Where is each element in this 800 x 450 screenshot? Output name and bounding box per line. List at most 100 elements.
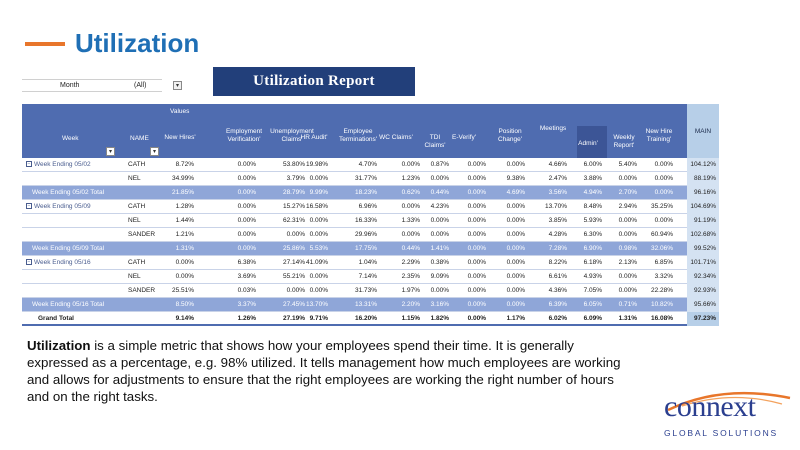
- title-accent-bar: [25, 42, 65, 46]
- value-cell: 9.71%: [309, 315, 328, 322]
- filter-dropdown-icon[interactable]: ▾: [173, 81, 182, 90]
- table-row: − Week Ending 05/16 CATH 0.00% 6.38% 27.14% 41…: [22, 256, 719, 270]
- value-cell: 32.06%: [650, 245, 673, 252]
- value-cell: 27.14%: [282, 259, 305, 266]
- value-cell: 25.51%: [171, 287, 194, 294]
- value-cell: 5.53%: [309, 245, 328, 252]
- value-cell: 0.00%: [237, 161, 256, 168]
- logo-swoosh-icon: [667, 391, 791, 412]
- value-cell: 1.23%: [401, 175, 420, 182]
- name-filter-icon[interactable]: ▾: [150, 147, 159, 156]
- value-cell: 0.00%: [237, 231, 256, 238]
- value-cell: 1.97%: [401, 287, 420, 294]
- week-cell[interactable]: − Week Ending 05/16: [26, 259, 91, 266]
- value-cell: 6.61%: [548, 273, 567, 280]
- collapse-icon[interactable]: −: [26, 203, 32, 210]
- week-cell[interactable]: − Week Ending 05/09: [26, 203, 91, 210]
- value-cell: 0.00%: [618, 231, 637, 238]
- value-cell: 3.69%: [237, 273, 256, 280]
- value-cell: 0.00%: [506, 203, 525, 210]
- value-cell: 0.00%: [467, 175, 486, 182]
- value-cell: 0.00%: [506, 161, 525, 168]
- value-cell: 4.28%: [548, 231, 567, 238]
- value-cell: 5.40%: [618, 161, 637, 168]
- main-cell: 101.71%: [687, 256, 719, 270]
- values-label: Values: [170, 108, 190, 115]
- main-cell: 95.66%: [687, 298, 719, 312]
- value-cell: 1.33%: [401, 217, 420, 224]
- value-cell: 16.20%: [354, 315, 377, 322]
- value-cell: 1.17%: [506, 315, 525, 322]
- week-filter-icon[interactable]: ▾: [106, 147, 115, 156]
- collapse-icon[interactable]: −: [26, 161, 32, 168]
- table-body: − Week Ending 05/02 CATH 8.72% 0.00% 53.80% 19…: [22, 158, 719, 326]
- column-header: Position Change': [497, 128, 522, 143]
- table-header: Values Week ▾ NAME ▾ MAIN New Hires' Empl…: [22, 104, 719, 158]
- main-cell: 96.16%: [687, 186, 719, 200]
- value-cell: 27.45%: [282, 301, 305, 308]
- value-cell: 0.00%: [467, 301, 486, 308]
- week-label: Grand Total: [38, 315, 74, 322]
- table-row: − Week Ending 05/09 CATH 1.28% 0.00% 15.27% 16…: [22, 200, 719, 214]
- value-cell: 22.28%: [650, 287, 673, 294]
- value-cell: 15.27%: [282, 203, 305, 210]
- value-cell: 0.00%: [430, 287, 449, 294]
- value-cell: 55.21%: [282, 273, 305, 280]
- value-cell: 0.00%: [309, 231, 328, 238]
- column-header: TDI Claims': [424, 134, 446, 149]
- value-cell: 0.00%: [506, 273, 525, 280]
- value-cell: 0.00%: [654, 161, 673, 168]
- value-cell: 16.33%: [354, 217, 377, 224]
- value-cell: 4.36%: [548, 287, 567, 294]
- value-cell: 0.00%: [506, 287, 525, 294]
- week-label: Week Ending 05/09 Total: [32, 245, 105, 252]
- paragraph-bold: Utilization: [27, 338, 91, 353]
- table-row: SANDER 1.21% 0.00% 0.00% 0.00% 29.96% 0.00% 0.0…: [22, 228, 719, 242]
- value-cell: 31.77%: [354, 175, 377, 182]
- value-cell: 60.94%: [650, 231, 673, 238]
- value-cell: 1.41%: [430, 245, 449, 252]
- month-filter[interactable]: Month (All) ▾: [22, 79, 182, 92]
- value-cell: 6.18%: [583, 259, 602, 266]
- main-cell: 97.23%: [687, 312, 719, 326]
- value-cell: 5.93%: [583, 217, 602, 224]
- value-cell: 53.80%: [282, 161, 305, 168]
- value-cell: 0.00%: [175, 273, 194, 280]
- value-cell: 34.99%: [171, 175, 194, 182]
- grand-total-row: Grand Total 9.14% 1.26% 27.19% 9.71% 16.20% 1.…: [22, 312, 719, 326]
- main-cell: 91.19%: [687, 214, 719, 228]
- value-cell: 10.82%: [650, 301, 673, 308]
- week-cell: Week Ending 05/02 Total: [32, 189, 104, 196]
- value-cell: 27.19%: [282, 315, 305, 322]
- week-cell[interactable]: − Week Ending 05/02: [26, 161, 91, 168]
- value-cell: 0.71%: [618, 301, 637, 308]
- value-cell: 3.88%: [583, 175, 602, 182]
- name-cell: SANDER: [128, 231, 156, 238]
- value-cell: 0.00%: [654, 175, 673, 182]
- value-cell: 0.00%: [467, 231, 486, 238]
- value-cell: 0.00%: [237, 217, 256, 224]
- value-cell: 62.31%: [282, 217, 305, 224]
- subtotal-row: Week Ending 05/09 Total 1.31% 0.00% 25.86% 5…: [22, 242, 719, 256]
- value-cell: 0.00%: [467, 203, 486, 210]
- value-cell: 1.04%: [358, 259, 377, 266]
- week-label: Week Ending 05/02 Total: [32, 189, 105, 196]
- value-cell: 1.28%: [175, 203, 194, 210]
- value-cell: 4.70%: [358, 161, 377, 168]
- value-cell: 6.00%: [583, 161, 602, 168]
- collapse-icon[interactable]: −: [26, 259, 32, 266]
- value-cell: 16.58%: [305, 203, 328, 210]
- name-cell: NEL: [128, 273, 141, 280]
- value-cell: 0.00%: [175, 259, 194, 266]
- column-header: New Hire Training': [645, 128, 673, 143]
- value-cell: 2.94%: [618, 203, 637, 210]
- value-cell: 2.70%: [618, 189, 637, 196]
- value-cell: 7.28%: [548, 245, 567, 252]
- value-cell: 0.62%: [401, 189, 420, 196]
- value-cell: 6.90%: [583, 245, 602, 252]
- table-row: NEL 1.44% 0.00% 62.31% 0.00% 16.33% 1.33% 0.00%…: [22, 214, 719, 228]
- value-cell: 1.21%: [175, 231, 194, 238]
- value-cell: 0.00%: [467, 273, 486, 280]
- column-header: Employee Terminations': [338, 128, 378, 143]
- value-cell: 0.38%: [430, 259, 449, 266]
